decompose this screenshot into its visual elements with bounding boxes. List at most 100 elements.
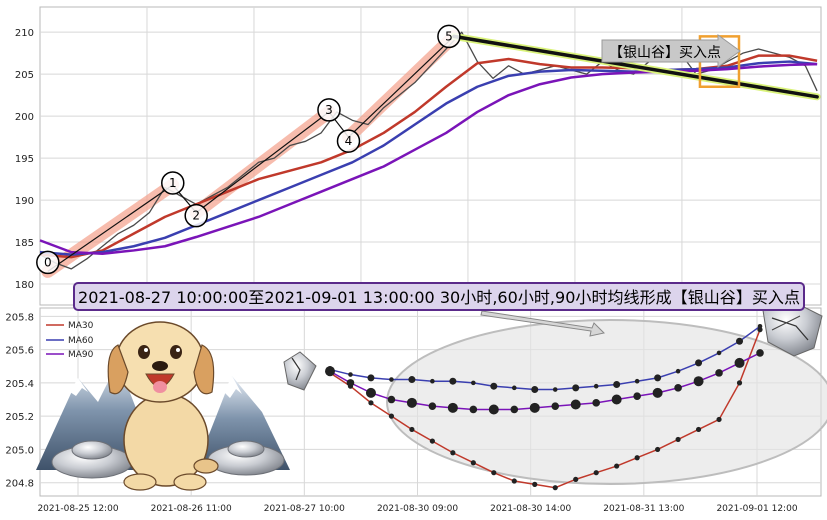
- bottom-point-ma90: [734, 357, 745, 368]
- bottom-point-ma30: [675, 436, 681, 443]
- bottom-point-ma90: [715, 369, 723, 377]
- wave-node-5: 5: [437, 24, 461, 49]
- wave-node-label: 2: [192, 209, 200, 223]
- signal-label: 【银山谷】买入点: [601, 34, 741, 68]
- wave-node-4: 4: [336, 129, 361, 153]
- wave-nodes: 0 1 2 3 4 5: [36, 24, 461, 275]
- silver-ingot-left: [51, 440, 133, 479]
- bottom-point-ma90: [611, 394, 622, 405]
- bottom-point-ma60: [634, 378, 640, 384]
- wave-node-circle: [336, 129, 361, 153]
- bottom-point-ma30: [532, 481, 538, 487]
- bottom-point-ma60: [736, 337, 744, 345]
- pointer-arrow: [480, 310, 606, 337]
- bottom-point-ma60: [531, 386, 539, 394]
- wave-node-label: 1: [169, 176, 177, 190]
- bottom-x-tick-label: 2021-08-26 11:00: [151, 504, 232, 514]
- bottom-point-ma30: [655, 446, 661, 453]
- bottom-point-ma90: [387, 395, 396, 404]
- resistance-trendline: [450, 32, 821, 101]
- top-y-tick-label: 180: [15, 280, 34, 291]
- top-y-tick-label: 190: [15, 196, 34, 207]
- silver-ingot-right: [207, 440, 285, 476]
- bottom-point-ma60: [490, 382, 498, 390]
- wave-node-3: 3: [317, 98, 341, 122]
- bottom-point-ma60: [367, 374, 375, 382]
- bottom-y-tick-label: 205.6: [5, 346, 34, 357]
- bottom-series-ma30: [329, 329, 761, 489]
- bottom-point-ma60: [408, 376, 416, 384]
- bottom-point-ma30: [634, 455, 640, 461]
- bottom-point-ma60: [511, 385, 517, 391]
- top-panel: 180 185 190 195 200 2 0 5 210 【银山谷】买入点 0 1 2 3 4 5: [15, 6, 822, 306]
- bottom-point-ma90: [346, 379, 355, 387]
- bottom-point-ma90: [365, 387, 376, 398]
- bottom-point-ma60: [716, 350, 722, 356]
- top-y-tick-label: 185: [15, 238, 34, 249]
- bottom-point-ma30: [736, 380, 743, 386]
- bottom-point-ma30: [450, 450, 456, 456]
- silver-ornament-right: [761, 299, 823, 357]
- banner-text: 2021-08-27 10:00:00至2021-09-01 13:00:00 …: [78, 288, 800, 307]
- bottom-point-ma90: [633, 392, 641, 400]
- signal-label-text: 【银山谷】买入点: [609, 45, 721, 61]
- banner: 2021-08-27 10:00:00至2021-09-01 13:00:00 …: [73, 282, 805, 311]
- top-series-ma60: [39, 60, 818, 256]
- bottom-series-ma90: [329, 352, 761, 411]
- bottom-point-ma60: [695, 359, 703, 367]
- bottom-point-ma90: [756, 349, 764, 357]
- bottom-point-ma30: [491, 470, 497, 476]
- puppy-illustration: [107, 321, 219, 491]
- bottom-point-ma90: [529, 402, 540, 413]
- wave-node-2: 2: [184, 203, 208, 228]
- bottom-point-ma30: [429, 438, 435, 444]
- wave-node-0: 0: [36, 250, 60, 275]
- bottom-point-ma30: [716, 416, 722, 423]
- bottom-series-ma60: [329, 325, 761, 391]
- top-y-tick-label: 210: [15, 28, 34, 39]
- wave-node-circle: [36, 250, 60, 275]
- bottom-point-ma30: [511, 478, 517, 484]
- bottom-series: [325, 324, 764, 491]
- bottom-x-tick-label: 2021-08-27 10:00: [264, 504, 345, 514]
- wave-node-circle: [437, 24, 461, 49]
- bottom-x-tick-label: 2021-09-01 12:00: [716, 504, 797, 514]
- bottom-point-ma90: [469, 405, 478, 414]
- wave-node-circle: [184, 203, 208, 228]
- bottom-point-ma30: [757, 327, 763, 333]
- bottom-point-ma90: [510, 405, 519, 414]
- bottom-point-ma60: [449, 377, 457, 385]
- bottom-y-tick-label: 205.2: [5, 412, 34, 423]
- top-y-tick-label: 195: [15, 154, 34, 165]
- bottom-point-ma30: [593, 470, 599, 476]
- wave-node-1: 1: [161, 171, 185, 195]
- bottom-y-tick-label: 204.8: [5, 479, 34, 490]
- wave-node-circle: [161, 171, 185, 195]
- bottom-point-ma30: [470, 460, 476, 466]
- bottom-x-ticks: 2021-08-25 12:00 2021-08-26 11:00 2021-08-…: [37, 504, 797, 514]
- legend: MA30 MA60 MA90: [46, 321, 94, 360]
- bottom-point-ma90: [488, 404, 499, 415]
- legend-label-ma60: MA60: [68, 336, 94, 346]
- bottom-point-ma90: [674, 384, 682, 392]
- bottom-point-ma30: [573, 476, 579, 482]
- legend-label-ma90: MA90: [68, 350, 94, 360]
- top-y-ticks: 180 185 190 195 200 205 210: [15, 28, 34, 291]
- bottom-point-ma60: [757, 324, 763, 329]
- top-y-tick-label: 200: [15, 112, 34, 123]
- bottom-y-tick-label: 205.0: [5, 445, 34, 456]
- silver-ornament-left: [283, 351, 317, 391]
- bottom-point-ma60: [471, 380, 476, 386]
- wave-node-label: 4: [345, 134, 353, 148]
- bottom-point-ma90: [325, 366, 335, 377]
- trendline: [452, 34, 819, 99]
- bottom-point-ma90: [447, 402, 458, 413]
- top-series: [39, 31, 818, 272]
- bottom-point-ma90: [693, 376, 704, 387]
- valley-highlight-ellipse: [386, 319, 827, 485]
- bottom-point-ma90: [592, 399, 600, 407]
- bottom-point-ma90: [428, 402, 437, 410]
- bottom-point-ma60: [613, 381, 621, 389]
- wave-node-label: 3: [325, 103, 333, 117]
